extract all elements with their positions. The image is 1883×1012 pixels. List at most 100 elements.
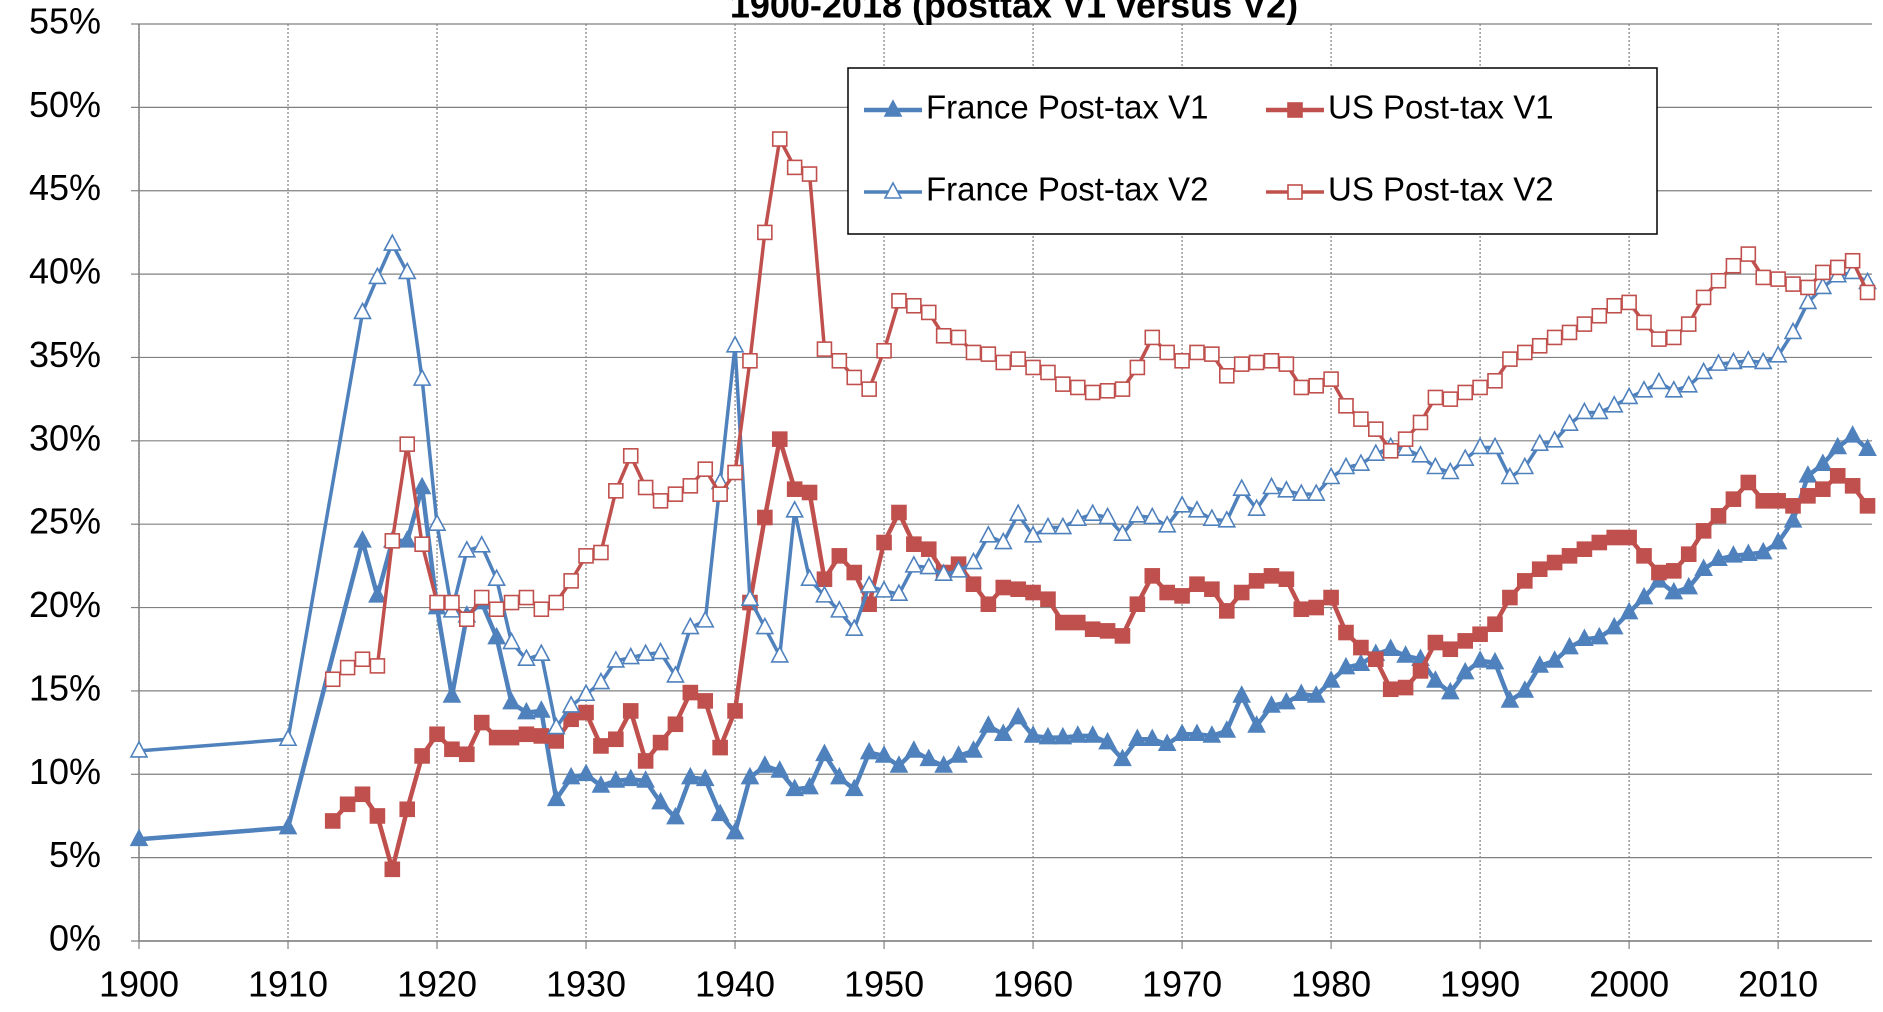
marker <box>1800 488 1816 504</box>
marker <box>949 745 968 763</box>
marker <box>503 729 520 746</box>
marker <box>1427 634 1444 651</box>
marker <box>1381 638 1401 657</box>
marker <box>830 600 849 618</box>
marker <box>652 734 669 751</box>
marker <box>1114 381 1131 397</box>
marker <box>1591 307 1608 324</box>
marker <box>548 594 565 611</box>
marker <box>1338 624 1354 641</box>
marker <box>831 548 848 564</box>
marker <box>830 766 849 785</box>
marker <box>354 651 371 668</box>
marker <box>324 671 341 688</box>
marker <box>695 610 715 628</box>
marker <box>1679 375 1699 393</box>
legend-label: US Post-tax V1 <box>1328 89 1554 126</box>
marker <box>621 646 641 665</box>
y-tick-label: 10% <box>29 751 101 792</box>
marker <box>1738 350 1758 368</box>
marker <box>339 796 356 813</box>
marker <box>979 715 998 733</box>
marker <box>667 716 684 733</box>
marker <box>1278 571 1295 588</box>
marker <box>399 436 416 452</box>
marker <box>1725 257 1742 274</box>
marker <box>1546 329 1563 346</box>
marker <box>993 723 1013 742</box>
marker <box>1142 728 1162 747</box>
marker <box>1695 289 1712 306</box>
marker <box>964 740 983 758</box>
marker <box>710 803 730 822</box>
marker <box>1366 443 1386 461</box>
marker <box>622 448 639 464</box>
marker <box>1829 259 1846 276</box>
marker <box>1262 476 1281 495</box>
marker <box>1457 633 1473 649</box>
series <box>324 131 1876 688</box>
marker <box>742 352 758 369</box>
marker <box>1306 483 1326 501</box>
marker <box>757 224 773 241</box>
marker <box>1023 725 1043 743</box>
marker <box>949 560 968 578</box>
marker <box>368 266 387 285</box>
marker <box>1412 414 1429 431</box>
marker <box>1038 516 1058 535</box>
marker <box>397 261 417 280</box>
marker <box>622 703 639 719</box>
legend-label: France Post-tax V2 <box>926 171 1208 208</box>
marker <box>1172 723 1192 742</box>
marker <box>621 768 641 787</box>
marker <box>934 563 953 582</box>
marker <box>1813 276 1833 295</box>
marker <box>1218 603 1235 619</box>
marker <box>1025 359 1041 376</box>
marker <box>1142 506 1162 525</box>
marker <box>459 746 475 763</box>
marker <box>1189 576 1205 593</box>
x-tick-label: 2010 <box>1738 964 1818 1005</box>
marker <box>1277 691 1296 710</box>
marker <box>876 534 892 551</box>
marker <box>1589 401 1609 420</box>
marker <box>920 541 937 557</box>
marker <box>1591 534 1608 551</box>
marker <box>1753 541 1773 560</box>
marker <box>1069 379 1086 396</box>
marker <box>412 476 432 495</box>
marker <box>889 583 909 602</box>
marker <box>1680 546 1697 562</box>
marker <box>1263 352 1280 369</box>
marker <box>993 531 1013 550</box>
marker <box>1397 431 1414 447</box>
marker <box>740 588 760 607</box>
marker <box>964 551 983 570</box>
marker <box>1455 448 1475 466</box>
marker <box>725 335 745 353</box>
marker <box>414 748 430 764</box>
marker <box>1247 715 1266 733</box>
marker <box>891 292 907 309</box>
marker <box>883 99 903 117</box>
marker <box>727 703 743 719</box>
marker <box>846 369 863 386</box>
marker <box>353 301 372 320</box>
marker <box>1725 491 1742 507</box>
marker <box>561 695 581 713</box>
marker <box>488 729 505 746</box>
marker <box>1293 601 1310 618</box>
marker <box>816 571 833 588</box>
marker <box>1321 670 1341 688</box>
marker <box>593 738 609 754</box>
marker <box>1291 483 1311 501</box>
marker <box>1351 453 1371 471</box>
marker <box>278 728 298 747</box>
marker <box>1724 351 1743 370</box>
marker <box>785 778 804 797</box>
marker <box>1815 264 1831 281</box>
marker <box>1515 680 1535 698</box>
y-tick-label: 40% <box>29 251 101 292</box>
marker <box>1083 503 1103 521</box>
